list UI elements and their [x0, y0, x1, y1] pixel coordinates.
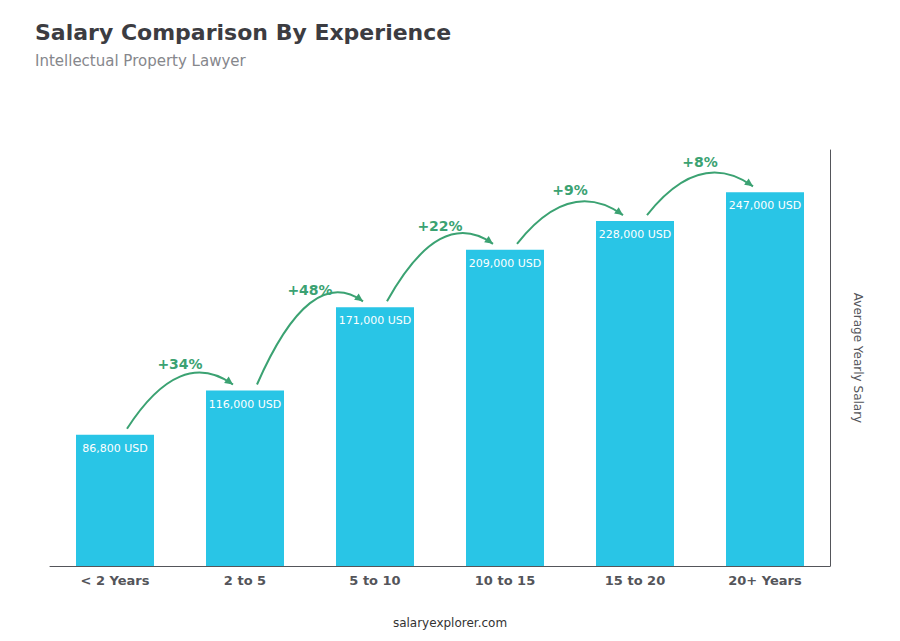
svg-text:+8%: +8% — [682, 154, 718, 170]
svg-text:Average Yearly Salary: Average Yearly Salary — [851, 293, 865, 423]
svg-text:+34%: +34% — [157, 356, 202, 372]
svg-text:Intellectual Property Lawyer: Intellectual Property Lawyer — [35, 52, 247, 70]
svg-text:salaryexplorer.com: salaryexplorer.com — [393, 616, 507, 630]
svg-text:116,000 USD: 116,000 USD — [209, 398, 282, 411]
svg-text:10 to 15: 10 to 15 — [475, 573, 535, 588]
svg-text:228,000 USD: 228,000 USD — [599, 228, 672, 241]
svg-text:+22%: +22% — [417, 218, 462, 234]
svg-text:209,000 USD: 209,000 USD — [469, 257, 542, 270]
svg-text:247,000 USD: 247,000 USD — [729, 199, 802, 212]
svg-text:86,800 USD: 86,800 USD — [82, 442, 148, 455]
svg-text:20+ Years: 20+ Years — [728, 573, 802, 588]
svg-text:< 2 Years: < 2 Years — [81, 573, 150, 588]
svg-text:2 to 5: 2 to 5 — [224, 573, 266, 588]
svg-text:Salary Comparison By Experienc: Salary Comparison By Experience — [35, 20, 451, 45]
svg-text:15 to 20: 15 to 20 — [605, 573, 665, 588]
svg-text:+9%: +9% — [552, 182, 588, 198]
svg-text:171,000 USD: 171,000 USD — [339, 314, 412, 327]
svg-text:5 to 10: 5 to 10 — [349, 573, 400, 588]
svg-text:+48%: +48% — [287, 282, 332, 298]
